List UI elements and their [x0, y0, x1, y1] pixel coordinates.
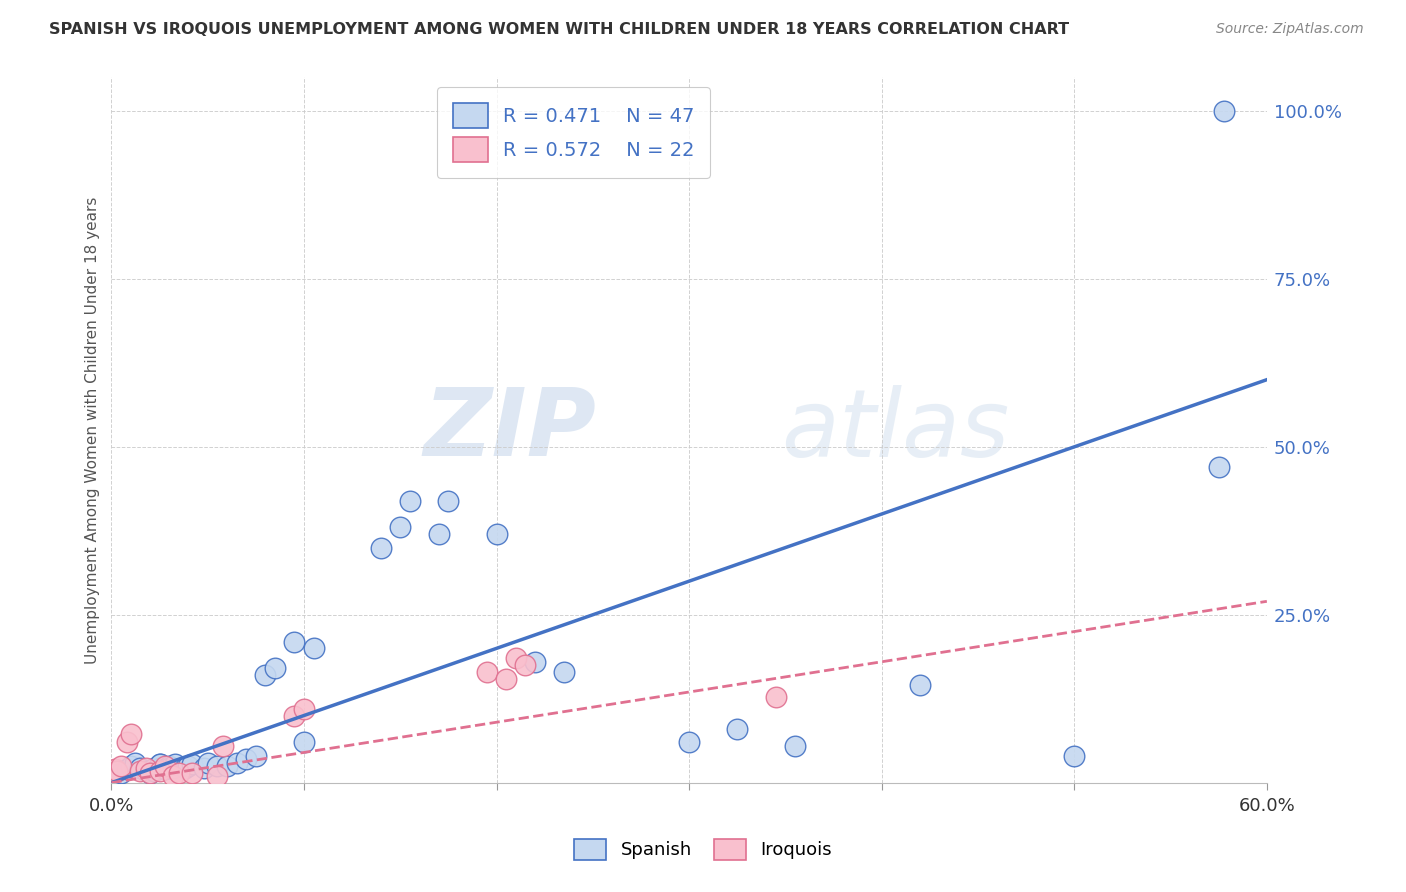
Point [129, 761, 152, 775]
Point [908, 678, 931, 692]
Point [678, 735, 700, 749]
Point [181, 756, 204, 771]
Point [292, 702, 315, 716]
Point [177, 759, 200, 773]
Point [283, 708, 305, 723]
Point [725, 722, 748, 736]
Legend: R = 0.471    N = 47, R = 0.572    N = 22: R = 0.471 N = 47, R = 0.572 N = 22 [437, 87, 710, 178]
Point [193, 761, 215, 775]
Point [115, 762, 138, 776]
Point [783, 739, 806, 753]
Point [495, 672, 517, 686]
Point [167, 765, 190, 780]
Point [135, 761, 157, 775]
Point [245, 748, 267, 763]
Point [110, 759, 132, 773]
Point [148, 756, 170, 771]
Text: Source: ZipAtlas.com: Source: ZipAtlas.com [1216, 22, 1364, 37]
Point [142, 761, 165, 775]
Point [207, 759, 229, 773]
Point [389, 520, 412, 534]
Point [505, 651, 527, 665]
Point [765, 690, 787, 704]
Point [124, 756, 146, 770]
Point [292, 735, 315, 749]
Point [104, 762, 127, 776]
Point [524, 655, 547, 669]
Point [120, 727, 142, 741]
Point [181, 765, 204, 780]
Point [148, 764, 170, 778]
Point [302, 641, 325, 656]
Point [139, 765, 162, 780]
Point [142, 764, 165, 778]
Point [427, 527, 450, 541]
Point [155, 759, 177, 773]
Point [148, 756, 170, 771]
Point [163, 756, 186, 771]
Point [173, 761, 195, 775]
Point [162, 761, 184, 775]
Point [115, 735, 138, 749]
Point [264, 661, 287, 675]
Point [207, 769, 229, 783]
Point [1063, 748, 1085, 763]
Point [129, 764, 152, 778]
Text: ZIP: ZIP [423, 384, 596, 476]
Point [157, 759, 180, 773]
Point [215, 759, 238, 773]
Point [155, 762, 177, 776]
Point [139, 765, 162, 780]
Text: SPANISH VS IROQUOIS UNEMPLOYMENT AMONG WOMEN WITH CHILDREN UNDER 18 YEARS CORREL: SPANISH VS IROQUOIS UNEMPLOYMENT AMONG W… [49, 22, 1070, 37]
Point [135, 764, 157, 778]
Point [120, 759, 142, 773]
Point [283, 634, 305, 648]
Point [254, 668, 277, 682]
Point [437, 493, 460, 508]
Point [212, 739, 235, 753]
Point [110, 765, 132, 780]
Point [225, 756, 247, 770]
Point [197, 756, 219, 770]
Point [148, 761, 170, 775]
Point [235, 752, 257, 766]
Point [485, 527, 508, 541]
Point [399, 493, 422, 508]
Text: atlas: atlas [782, 384, 1010, 475]
Point [553, 665, 575, 679]
Point [515, 658, 537, 673]
Legend: Spanish, Iroquois: Spanish, Iroquois [567, 831, 839, 867]
Point [1213, 103, 1236, 118]
Y-axis label: Unemployment Among Women with Children Under 18 years: Unemployment Among Women with Children U… [86, 196, 100, 664]
Point [157, 761, 180, 775]
Point [475, 665, 498, 679]
Point [1208, 460, 1230, 475]
Point [162, 769, 184, 783]
Point [105, 764, 128, 778]
Point [370, 541, 392, 555]
